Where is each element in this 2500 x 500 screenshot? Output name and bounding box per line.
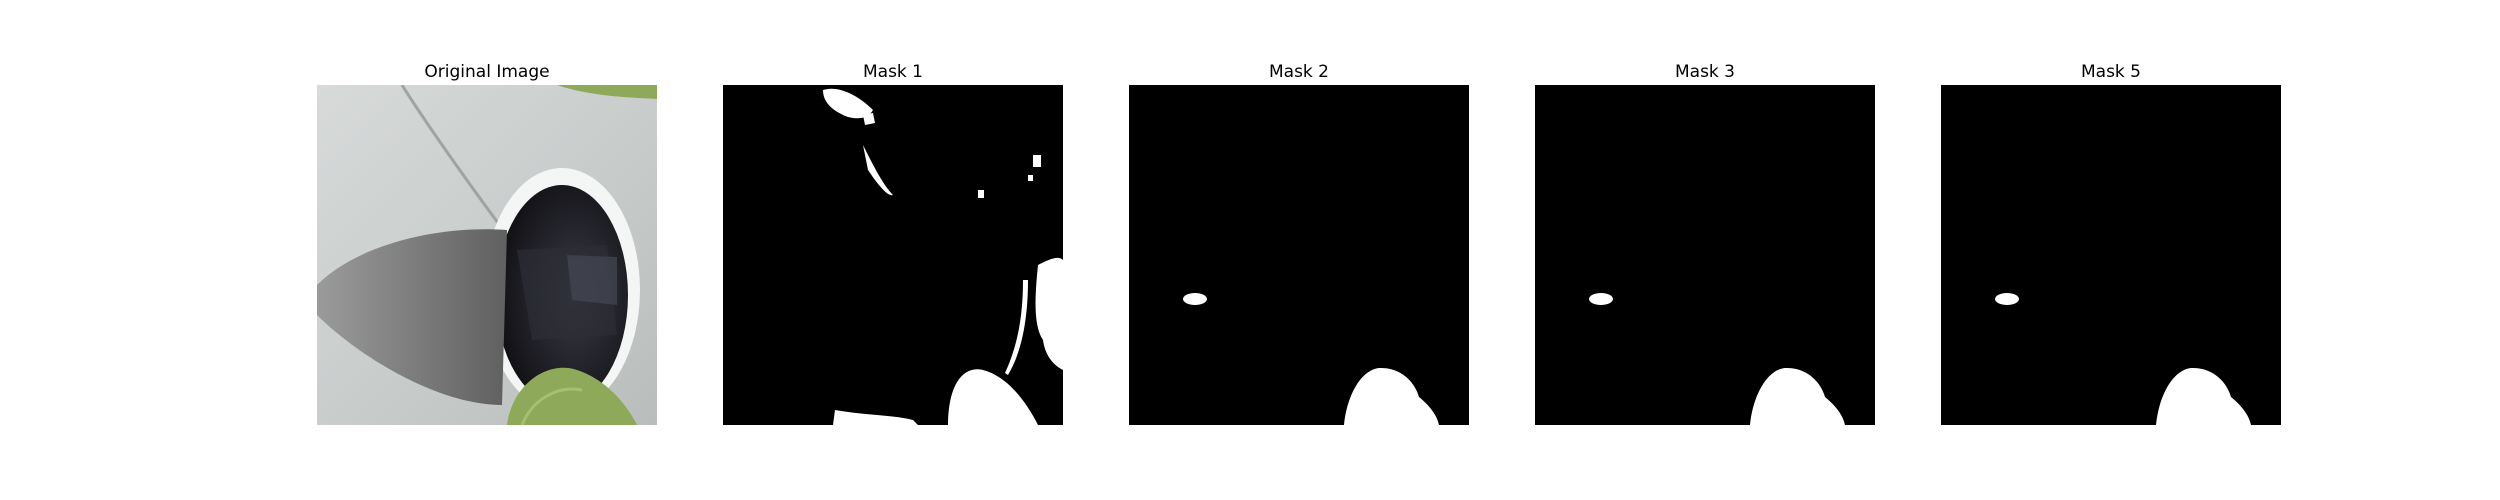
- panel-title: Mask 1: [862, 62, 923, 82]
- panel-title: Original Image: [424, 62, 550, 82]
- mask-image: [1941, 85, 2281, 425]
- mask-image: [723, 85, 1063, 425]
- panel-title: Mask 5: [2080, 62, 2141, 82]
- mask-image: [1535, 85, 1875, 425]
- panel-title: Mask 2: [1268, 62, 1329, 82]
- original-image: [317, 85, 657, 425]
- mask-image: [1129, 85, 1469, 425]
- panel-title: Mask 3: [1674, 62, 1735, 82]
